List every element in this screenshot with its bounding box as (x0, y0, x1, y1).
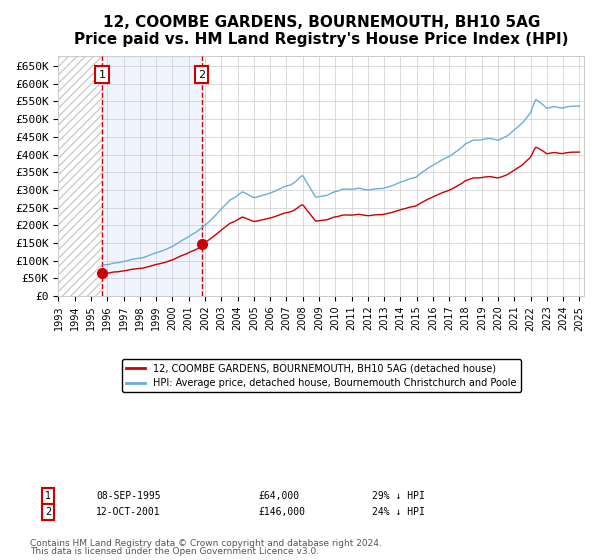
Text: £146,000: £146,000 (258, 507, 305, 517)
Text: 2: 2 (198, 70, 205, 80)
Text: 24% ↓ HPI: 24% ↓ HPI (372, 507, 425, 517)
Text: Contains HM Land Registry data © Crown copyright and database right 2024.: Contains HM Land Registry data © Crown c… (30, 539, 382, 548)
Bar (58, 55, 102, 296)
Text: 08-SEP-1995: 08-SEP-1995 (96, 491, 161, 501)
Text: 12-OCT-2001: 12-OCT-2001 (96, 507, 161, 517)
Title: 12, COOMBE GARDENS, BOURNEMOUTH, BH10 5AG
Price paid vs. HM Land Registry's Hous: 12, COOMBE GARDENS, BOURNEMOUTH, BH10 5A… (74, 15, 569, 48)
Text: 29% ↓ HPI: 29% ↓ HPI (372, 491, 425, 501)
Bar (102, 55, 202, 296)
Legend: 12, COOMBE GARDENS, BOURNEMOUTH, BH10 5AG (detached house), HPI: Average price, : 12, COOMBE GARDENS, BOURNEMOUTH, BH10 5A… (122, 360, 521, 392)
Text: 1: 1 (45, 491, 51, 501)
Text: 1: 1 (99, 70, 106, 80)
Text: This data is licensed under the Open Government Licence v3.0.: This data is licensed under the Open Gov… (30, 547, 319, 556)
Text: £64,000: £64,000 (258, 491, 299, 501)
Text: 2: 2 (45, 507, 51, 517)
Bar (58, 55, 102, 296)
